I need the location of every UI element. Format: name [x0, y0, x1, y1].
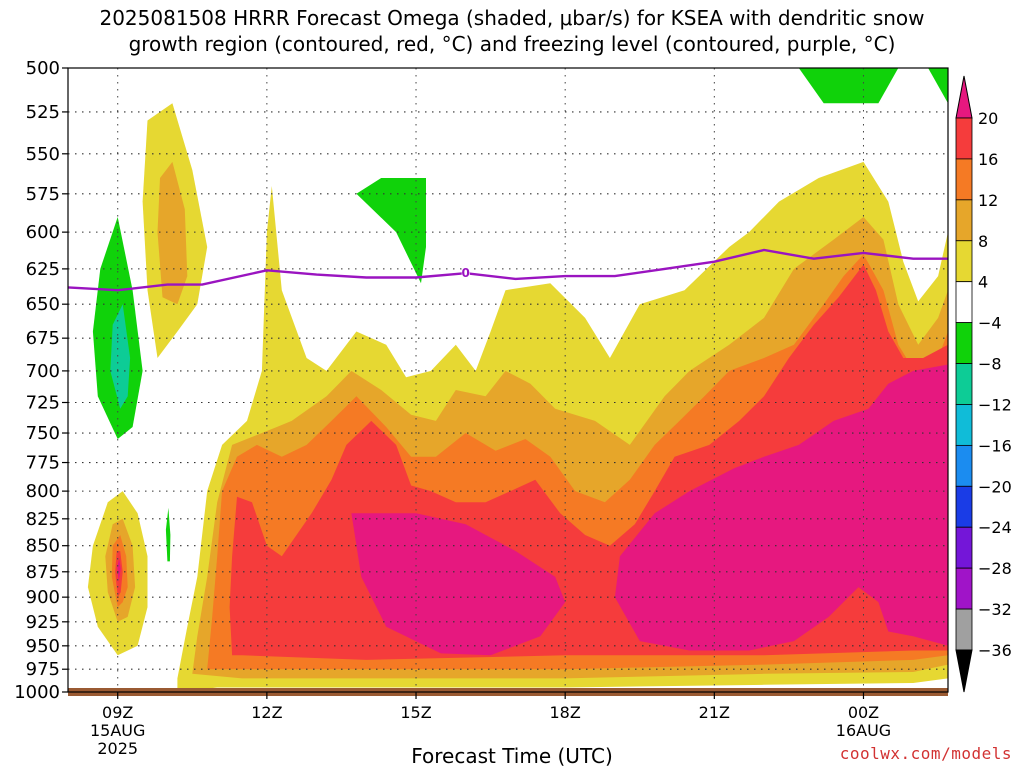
y-tick-label: 800	[26, 481, 60, 502]
y-tick-label: 675	[26, 328, 60, 349]
colorbar-label: 8	[978, 232, 988, 251]
colorbar-bottom-arrow	[955, 649, 973, 693]
omega-region	[798, 68, 899, 104]
y-tick-label: 900	[26, 587, 60, 608]
omega-region	[117, 558, 121, 582]
colorbar-bin	[955, 158, 973, 201]
omega-region	[351, 513, 566, 656]
omega-region	[356, 178, 426, 284]
colorbar-label: 12	[978, 191, 998, 210]
y-tick-label: 850	[26, 536, 60, 557]
chart-title-line-2: growth region (contoured, red, °C) and f…	[128, 32, 896, 56]
y-tick-label: 925	[26, 612, 60, 633]
freezing-level-label-bg	[461, 265, 470, 280]
y-tick-label: 625	[26, 259, 60, 280]
colorbar-label: 4	[978, 273, 988, 292]
x-tick-label: 21Z	[699, 703, 730, 722]
colorbar-bin	[955, 608, 973, 651]
x-tick-label: 18Z	[550, 703, 581, 722]
colorbar-bin	[955, 199, 973, 242]
y-axis: 500 525 550 575 600 625 650 675 700 725 750 775 800 8…	[14, 58, 68, 703]
colorbar-label: −24	[978, 518, 1012, 537]
plot-frame	[67, 67, 949, 693]
y-tick-label: 750	[26, 423, 60, 444]
x-tick-year-label: 2025	[97, 739, 138, 758]
watermark: coolwx.com/models	[839, 744, 1012, 763]
y-tick-label: 950	[26, 636, 60, 657]
y-tick-label: 550	[26, 144, 60, 165]
x-tick-date-label: 15AUG	[90, 721, 145, 740]
x-tick-label: 00Z	[848, 703, 879, 722]
y-tick-label: 975	[26, 659, 60, 680]
x-tick-label: 12Z	[251, 703, 282, 722]
y-tick-label: 600	[26, 222, 60, 243]
colorbar-bin	[955, 567, 973, 610]
y-tick-label: 775	[26, 453, 60, 474]
x-tick-date-label: 16AUG	[836, 721, 891, 740]
freezing-level-label: 0	[462, 266, 470, 280]
colorbar-label: −4	[978, 314, 1002, 333]
freezing-level-layer: 0	[68, 248, 948, 292]
y-tick-label: 1000	[14, 682, 60, 703]
freezing-level-line	[68, 248, 948, 292]
colorbar-legend: 20 16 12 8 4 −4 −8 −12 −16 −20 −24 −28 −32 −36	[955, 75, 1012, 693]
y-tick-label: 500	[26, 58, 60, 79]
x-axis-title: Forecast Time (UTC)	[411, 744, 613, 768]
colorbar-label: −28	[978, 559, 1012, 578]
colorbar-bin	[955, 526, 973, 569]
colorbar-bin	[955, 240, 973, 283]
y-tick-label: 725	[26, 392, 60, 413]
y-tick-label: 525	[26, 102, 60, 123]
y-tick-label: 650	[26, 294, 60, 315]
omega-region	[157, 161, 188, 305]
omega-region	[614, 364, 948, 651]
colorbar-bin	[955, 117, 973, 160]
omega-region	[110, 304, 131, 409]
y-tick-label: 575	[26, 184, 60, 205]
colorbar-label: −32	[978, 600, 1012, 619]
omega-region	[165, 507, 171, 562]
colorbar-label: −36	[978, 641, 1012, 660]
colorbar-top-arrow	[955, 75, 973, 119]
colorbar-label: −20	[978, 477, 1012, 496]
chart-title-line-1: 2025081508 HRRR Forecast Omega (shaded, …	[99, 6, 925, 30]
colorbar-bin	[955, 363, 973, 405]
colorbar-label: 16	[978, 150, 998, 169]
y-tick-label: 875	[26, 562, 60, 583]
colorbar-label: −8	[978, 355, 1002, 374]
colorbar-label: 20	[978, 109, 998, 128]
colorbar-bin	[955, 485, 973, 528]
x-tick-label: 09Z	[102, 703, 133, 722]
colorbar-label: −16	[978, 436, 1012, 455]
omega-shading-layer	[87, 68, 948, 692]
colorbar-bin	[955, 404, 973, 446]
colorbar-bin	[955, 322, 973, 364]
y-tick-label: 700	[26, 361, 60, 382]
y-tick-label: 825	[26, 509, 60, 530]
omega-region	[928, 68, 948, 104]
colorbar-label: −12	[978, 395, 1012, 414]
colorbar-bin	[955, 444, 973, 487]
colorbar-bin	[955, 281, 973, 324]
x-tick-label: 15Z	[400, 703, 431, 722]
